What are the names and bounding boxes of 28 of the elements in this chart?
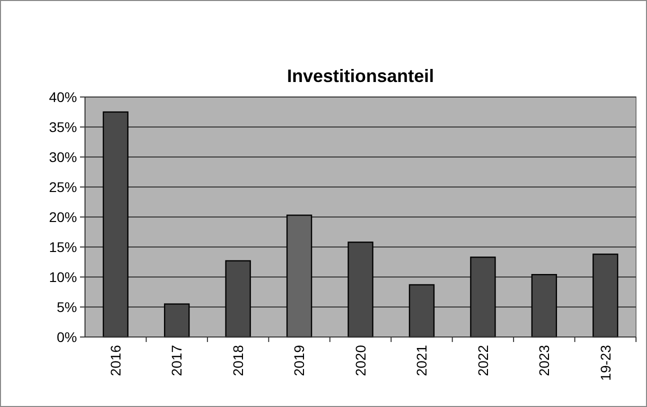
x-tick-label: 2022 [474, 344, 491, 376]
bar [592, 254, 618, 338]
x-tick-label: 2018 [230, 344, 246, 376]
y-tick-label: 0% [56, 328, 77, 345]
y-tick-label: 10% [48, 268, 77, 285]
y-tick-label: 25% [48, 178, 77, 195]
x-tick-label: 2021 [414, 344, 430, 376]
bar [348, 242, 374, 338]
bar [408, 284, 435, 338]
bar [470, 256, 496, 338]
y-tick-label: 5% [56, 298, 77, 315]
x-tick-label: 2020 [352, 344, 368, 376]
y-tick-label: 15% [48, 238, 77, 255]
bar [286, 214, 312, 338]
y-tick-label: 20% [48, 208, 77, 225]
x-tick-label: 2023 [536, 344, 552, 376]
y-tick-label: 30% [48, 148, 77, 165]
y-tick-label: 40% [48, 88, 77, 105]
bar [531, 274, 558, 338]
bar [225, 260, 251, 338]
x-tick-label: 2019 [291, 344, 308, 376]
bar [164, 303, 190, 338]
chart-title: Investitionsanteil [286, 66, 434, 86]
y-tick-label: 35% [48, 118, 77, 135]
bar [102, 111, 128, 338]
x-tick-label: 19-23 [597, 344, 614, 381]
x-tick-label: 2017 [168, 344, 185, 376]
x-tick-label: 2016 [108, 344, 124, 376]
